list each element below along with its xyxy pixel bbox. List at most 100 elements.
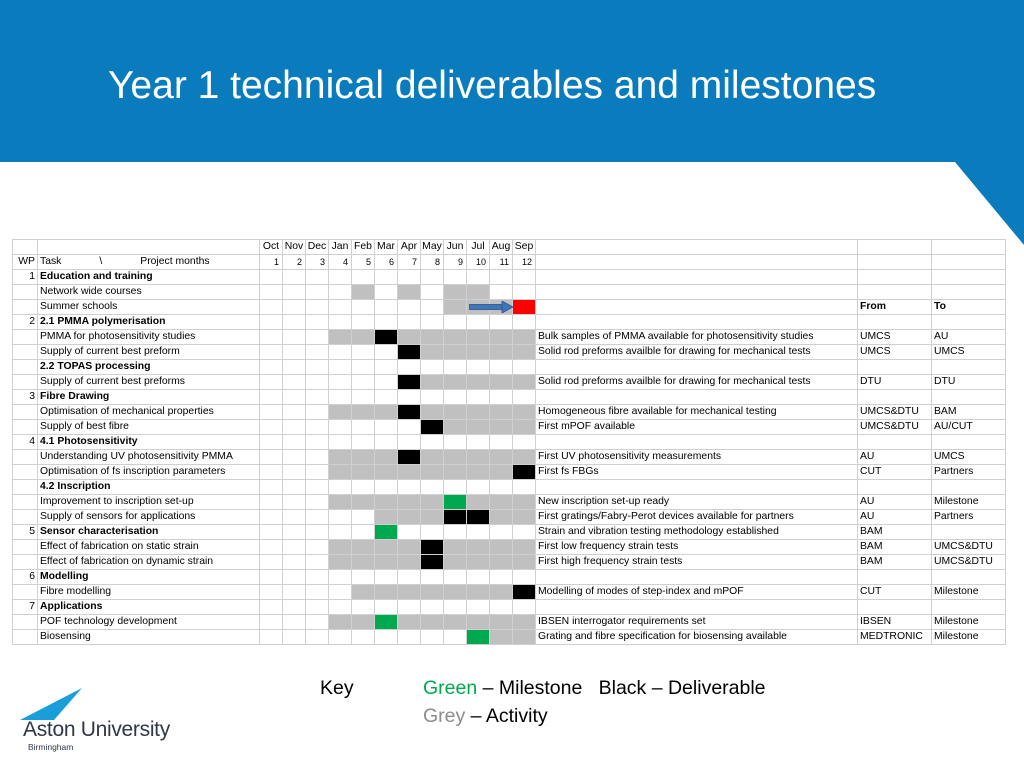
empty-cell <box>305 464 329 480</box>
header-blank <box>857 254 932 270</box>
empty-cell <box>374 284 398 300</box>
empty-cell <box>305 569 329 585</box>
activity-cell <box>351 539 375 555</box>
aston-logo-icon <box>20 688 82 720</box>
empty-cell <box>512 569 536 585</box>
empty-cell <box>374 434 398 450</box>
empty-cell <box>328 629 352 645</box>
to-partner: DTU <box>931 374 1006 390</box>
gantt-row: Optimisation of fs inscription parameter… <box>12 464 1006 480</box>
wp-number <box>12 404 38 420</box>
month-header: Mar <box>374 239 398 255</box>
task-name: Applications <box>37 599 260 615</box>
empty-cell <box>328 269 352 285</box>
from-partner <box>857 284 932 300</box>
gantt-row: 3 Fibre Drawing <box>12 389 1006 405</box>
month-number: 8 <box>420 254 444 270</box>
activity-cell <box>420 509 444 525</box>
deliverable-text <box>535 284 858 300</box>
activity-cell <box>443 299 467 315</box>
empty-cell <box>259 569 283 585</box>
empty-cell <box>282 299 306 315</box>
activity-cell <box>397 614 421 630</box>
activity-cell <box>443 539 467 555</box>
to-partner <box>931 569 1006 585</box>
empty-cell <box>305 329 329 345</box>
empty-cell <box>374 359 398 375</box>
empty-cell <box>305 629 329 645</box>
to-partner: Milestone <box>931 494 1006 510</box>
activity-cell <box>397 539 421 555</box>
gantt-row: Optimisation of mechanical properties Hom… <box>12 404 1006 420</box>
empty-cell <box>282 344 306 360</box>
to-partner: UMCS <box>931 449 1006 465</box>
empty-cell <box>328 599 352 615</box>
activity-cell <box>351 554 375 570</box>
header-blank <box>535 254 858 270</box>
activity-cell <box>374 449 398 465</box>
deliverable-text <box>535 314 858 330</box>
activity-cell <box>443 419 467 435</box>
gantt-row: Network wide courses <box>12 284 1006 300</box>
activity-cell <box>489 629 513 645</box>
empty-cell <box>259 479 283 495</box>
empty-cell <box>351 359 375 375</box>
activity-cell <box>512 494 536 510</box>
empty-cell <box>259 524 283 540</box>
deliverable-cell <box>512 584 536 600</box>
empty-cell <box>282 389 306 405</box>
empty-cell <box>351 374 375 390</box>
empty-cell <box>443 389 467 405</box>
empty-cell <box>282 359 306 375</box>
empty-cell <box>351 569 375 585</box>
task-name: Network wide courses <box>37 284 260 300</box>
empty-cell <box>512 434 536 450</box>
wp-number <box>12 494 38 510</box>
from-partner: UMCS&DTU <box>857 419 932 435</box>
activity-cell <box>351 404 375 420</box>
gantt-row: PMMA for photosensitivity studies Bulk sa… <box>12 329 1006 345</box>
empty-cell <box>374 344 398 360</box>
empty-cell <box>259 419 283 435</box>
deliverable-text <box>535 599 858 615</box>
to-partner <box>931 269 1006 285</box>
wp-number: 7 <box>12 599 38 615</box>
activity-cell <box>489 494 513 510</box>
activity-cell <box>374 509 398 525</box>
empty-cell <box>466 569 490 585</box>
empty-cell <box>466 434 490 450</box>
to-partner: UMCS <box>931 344 1006 360</box>
activity-cell <box>489 374 513 390</box>
to-partner <box>931 599 1006 615</box>
activity-cell <box>443 404 467 420</box>
activity-cell <box>466 554 490 570</box>
month-header: Oct <box>259 239 283 255</box>
activity-cell <box>489 584 513 600</box>
to-partner <box>931 284 1006 300</box>
month-header: May <box>420 239 444 255</box>
empty-cell <box>489 359 513 375</box>
empty-cell <box>259 359 283 375</box>
empty-cell <box>420 314 444 330</box>
wp-header: WP <box>12 254 38 270</box>
activity-cell <box>489 449 513 465</box>
gantt-row: Supply of current best preforms Solid rod… <box>12 374 1006 390</box>
empty-cell <box>397 599 421 615</box>
from-partner <box>857 479 932 495</box>
activity-cell <box>397 509 421 525</box>
empty-cell <box>420 524 444 540</box>
activity-cell <box>512 419 536 435</box>
empty-cell <box>397 359 421 375</box>
empty-cell <box>282 464 306 480</box>
empty-cell <box>374 299 398 315</box>
from-partner: CUT <box>857 464 932 480</box>
deliverable-cell <box>397 449 421 465</box>
legend-activity-text: – Activity <box>465 705 548 727</box>
empty-cell <box>305 314 329 330</box>
gantt-row: Summer schools From To <box>12 299 1006 315</box>
empty-cell <box>282 614 306 630</box>
activity-cell <box>489 614 513 630</box>
empty-cell <box>420 479 444 495</box>
empty-cell <box>489 599 513 615</box>
month-header: Aug <box>489 239 513 255</box>
